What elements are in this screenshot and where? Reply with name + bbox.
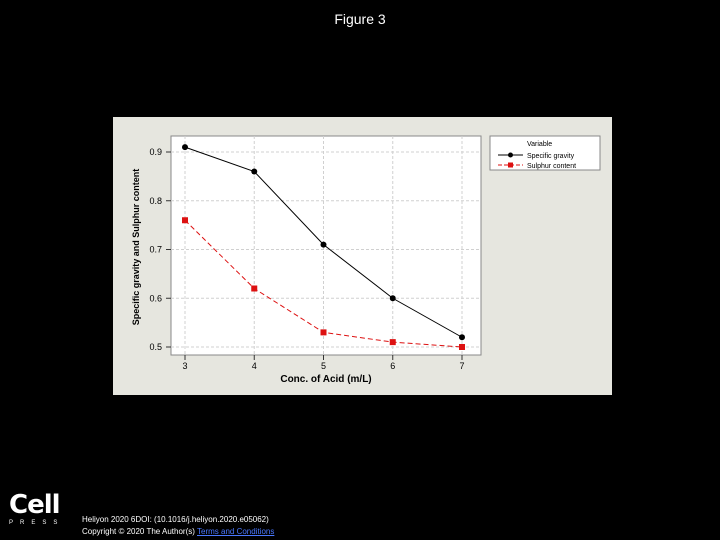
data-point — [182, 144, 188, 151]
x-axis-label: Conc. of Acid (m/L) — [280, 374, 371, 385]
terms-link[interactable]: Terms and Conditions — [197, 527, 275, 536]
data-point — [459, 344, 465, 350]
chart-panel: 0.5 0.6 0.7 0.8 0.9 3 4 5 6 7 Conc. of Acid (m/L)… — [113, 117, 612, 395]
legend-marker — [508, 162, 513, 168]
legend-title: Variable — [527, 141, 552, 148]
legend-marker — [508, 152, 513, 158]
data-point — [389, 339, 396, 346]
y-tick-label: 0.6 — [149, 293, 162, 303]
copyright-text: Copyright © 2020 The Author(s) — [82, 527, 195, 536]
footer: Heliyon 2020 6DOI: (10.1016/j.heliyon.20… — [82, 514, 274, 538]
figure-title: Figure 3 — [334, 11, 386, 27]
citation-text: Heliyon 2020 6DOI: (10.1016/j.heliyon.20… — [82, 515, 269, 524]
x-tick-label: 6 — [390, 361, 395, 371]
data-point — [251, 168, 258, 175]
data-point — [389, 295, 396, 302]
x-tick-label: 3 — [182, 361, 187, 371]
y-tick-label: 0.5 — [149, 342, 162, 352]
x-tick-label: 5 — [321, 361, 326, 371]
logo-press-text: PRESS — [9, 520, 65, 526]
y-tick-label: 0.7 — [149, 245, 162, 255]
line-chart: 0.5 0.6 0.7 0.8 0.9 3 4 5 6 7 Conc. of Acid (m/L)… — [131, 135, 601, 385]
legend: Variable Specific gravity Sulphur content — [489, 135, 601, 171]
data-point — [251, 285, 258, 292]
y-tick-label: 0.9 — [149, 147, 162, 157]
x-tick-label: 7 — [459, 361, 464, 371]
logo-cell-text: Cell — [9, 490, 61, 520]
x-tick-label: 4 — [252, 361, 257, 371]
data-point — [320, 241, 327, 248]
data-point — [459, 334, 465, 341]
cell-press-logo: Cell PRESS — [9, 492, 67, 527]
copyright-line: Copyright © 2020 The Author(s) Terms and… — [82, 526, 274, 538]
legend-label: Specific gravity — [527, 153, 575, 160]
y-axis-label: Specific gravity and Sulphur content — [131, 169, 141, 326]
data-point — [182, 217, 188, 224]
legend-label: Sulphur content — [527, 163, 576, 170]
data-point — [320, 329, 327, 336]
y-tick-label: 0.8 — [149, 196, 162, 206]
